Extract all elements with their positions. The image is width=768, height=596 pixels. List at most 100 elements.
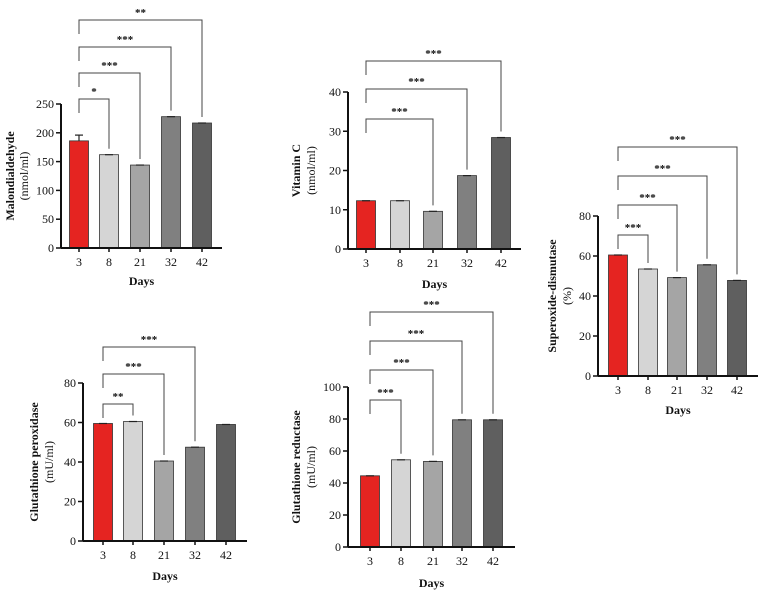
y-tick-label: 250 — [36, 97, 54, 111]
bar-32 — [185, 446, 205, 542]
bar-3 — [608, 254, 628, 377]
significance-bracket — [369, 311, 494, 414]
bar-42 — [491, 137, 511, 250]
bar-32 — [697, 264, 717, 377]
significance-label: *** — [408, 76, 425, 88]
y-tick-label: 40 — [579, 289, 591, 303]
bar-8 — [123, 421, 143, 542]
bar-32 — [452, 419, 472, 548]
bar-3 — [93, 423, 113, 542]
bar-32 — [161, 116, 181, 249]
x-tick-label: 8 — [106, 255, 112, 269]
y-tick-label: 60 — [64, 416, 76, 430]
chart-panel-2: 3 8 21 32 42 0 20 40 60 80 Days Superoxide-dismutas… — [545, 134, 758, 417]
y-axis-label: Vitamin C — [289, 144, 303, 197]
y-tick-label: 200 — [36, 126, 54, 140]
y-tick-label: 50 — [42, 212, 54, 226]
x-tick-label: 21 — [158, 548, 170, 562]
y-tick-label: 40 — [329, 476, 341, 490]
y-axis-label: Glutathione reductase — [289, 410, 303, 524]
significance-label: *** — [391, 106, 408, 118]
x-tick-label: 8 — [398, 554, 404, 568]
y-tick-label: 20 — [64, 495, 76, 509]
significance-bracket — [365, 60, 502, 132]
x-tick-label: 42 — [196, 255, 208, 269]
y-tick-label: 40 — [64, 455, 76, 469]
y-tick-label: 80 — [329, 412, 341, 426]
bar-21 — [154, 460, 174, 542]
x-axis-label: Days — [152, 569, 178, 583]
x-tick-label: 42 — [220, 548, 232, 562]
significance-bracket — [102, 346, 196, 442]
x-axis-label: Days — [665, 403, 691, 417]
significance-bracket — [78, 19, 203, 118]
x-tick-label: 21 — [671, 383, 683, 397]
significance-label: *** — [141, 334, 158, 346]
y-axis-label: Glutathione peroxidase — [27, 402, 41, 522]
significance-bracket — [617, 146, 738, 275]
y-tick-label: 10 — [329, 203, 341, 217]
x-tick-label: 32 — [701, 383, 713, 397]
x-tick-label: 8 — [130, 548, 136, 562]
bar-21 — [423, 210, 443, 250]
significance-label: *** — [101, 60, 118, 72]
x-axis-label: Days — [419, 576, 445, 590]
significance-bracket — [617, 204, 678, 272]
x-axis-label: Days — [422, 277, 448, 291]
x-tick-label: 3 — [367, 554, 373, 568]
chart-panel-0: 3 8 21 32 42 0 50 100 150 200 250 Days Malondialdehy… — [3, 7, 222, 288]
y-axis-label: Malondialdehyde — [3, 131, 17, 221]
x-tick-label: 21 — [427, 554, 439, 568]
significance-label: *** — [669, 134, 686, 146]
significance-label: *** — [377, 387, 394, 399]
y-axis-unit: (mU/ml) — [304, 446, 318, 488]
x-tick-label: 3 — [363, 256, 369, 270]
significance-bracket — [102, 403, 134, 418]
significance-bracket — [78, 98, 110, 149]
y-tick-label: 20 — [579, 329, 591, 343]
x-tick-label: 42 — [487, 554, 499, 568]
significance-label: *** — [625, 222, 642, 234]
y-axis-label: Superoxide-dismutase — [545, 239, 559, 353]
chart-panel-1: 3 8 21 32 42 0 10 20 30 40 Days Vitamin C (nmol/ml) *… — [289, 48, 521, 291]
y-tick-label: 0 — [335, 242, 341, 256]
bar-42 — [192, 122, 212, 249]
x-axis-label: Days — [129, 274, 155, 288]
y-tick-label: 80 — [579, 209, 591, 223]
chart-panel-4: 3 8 21 32 42 0 20 40 60 80 100 Days Glutathione redu… — [289, 299, 515, 590]
significance-label: *** — [639, 192, 656, 204]
bar-8 — [638, 268, 658, 377]
y-axis-unit: (nmol/ml) — [304, 146, 318, 195]
significance-label: *** — [423, 299, 440, 311]
y-axis-unit: (%) — [560, 287, 574, 305]
significance-label: * — [91, 86, 97, 98]
significance-bracket — [369, 340, 463, 414]
bar-32 — [457, 175, 477, 250]
y-tick-label: 0 — [335, 540, 341, 554]
y-tick-label: 0 — [585, 369, 591, 383]
x-tick-label: 21 — [427, 256, 439, 270]
y-tick-label: 100 — [36, 183, 54, 197]
significance-label: *** — [654, 163, 671, 175]
significance-bracket — [617, 175, 708, 259]
bar-42 — [483, 419, 503, 548]
x-tick-label: 8 — [397, 256, 403, 270]
x-tick-label: 3 — [100, 548, 106, 562]
x-tick-label: 32 — [456, 554, 468, 568]
significance-label: *** — [408, 328, 425, 340]
x-tick-label: 3 — [76, 255, 82, 269]
chart-panel-3: 3 8 21 32 42 0 20 40 60 80 Days Glutathione peroxid… — [27, 334, 247, 583]
bar-42 — [727, 279, 747, 377]
x-tick-label: 3 — [615, 383, 621, 397]
significance-bracket — [365, 88, 468, 170]
y-tick-label: 40 — [329, 85, 341, 99]
y-tick-label: 150 — [36, 155, 54, 169]
significance-bracket — [369, 369, 434, 456]
x-tick-label: 32 — [461, 256, 473, 270]
y-tick-label: 20 — [329, 164, 341, 178]
bar-3 — [360, 475, 380, 548]
bar-42 — [216, 424, 236, 542]
x-tick-label: 42 — [495, 256, 507, 270]
significance-label: *** — [125, 361, 142, 373]
